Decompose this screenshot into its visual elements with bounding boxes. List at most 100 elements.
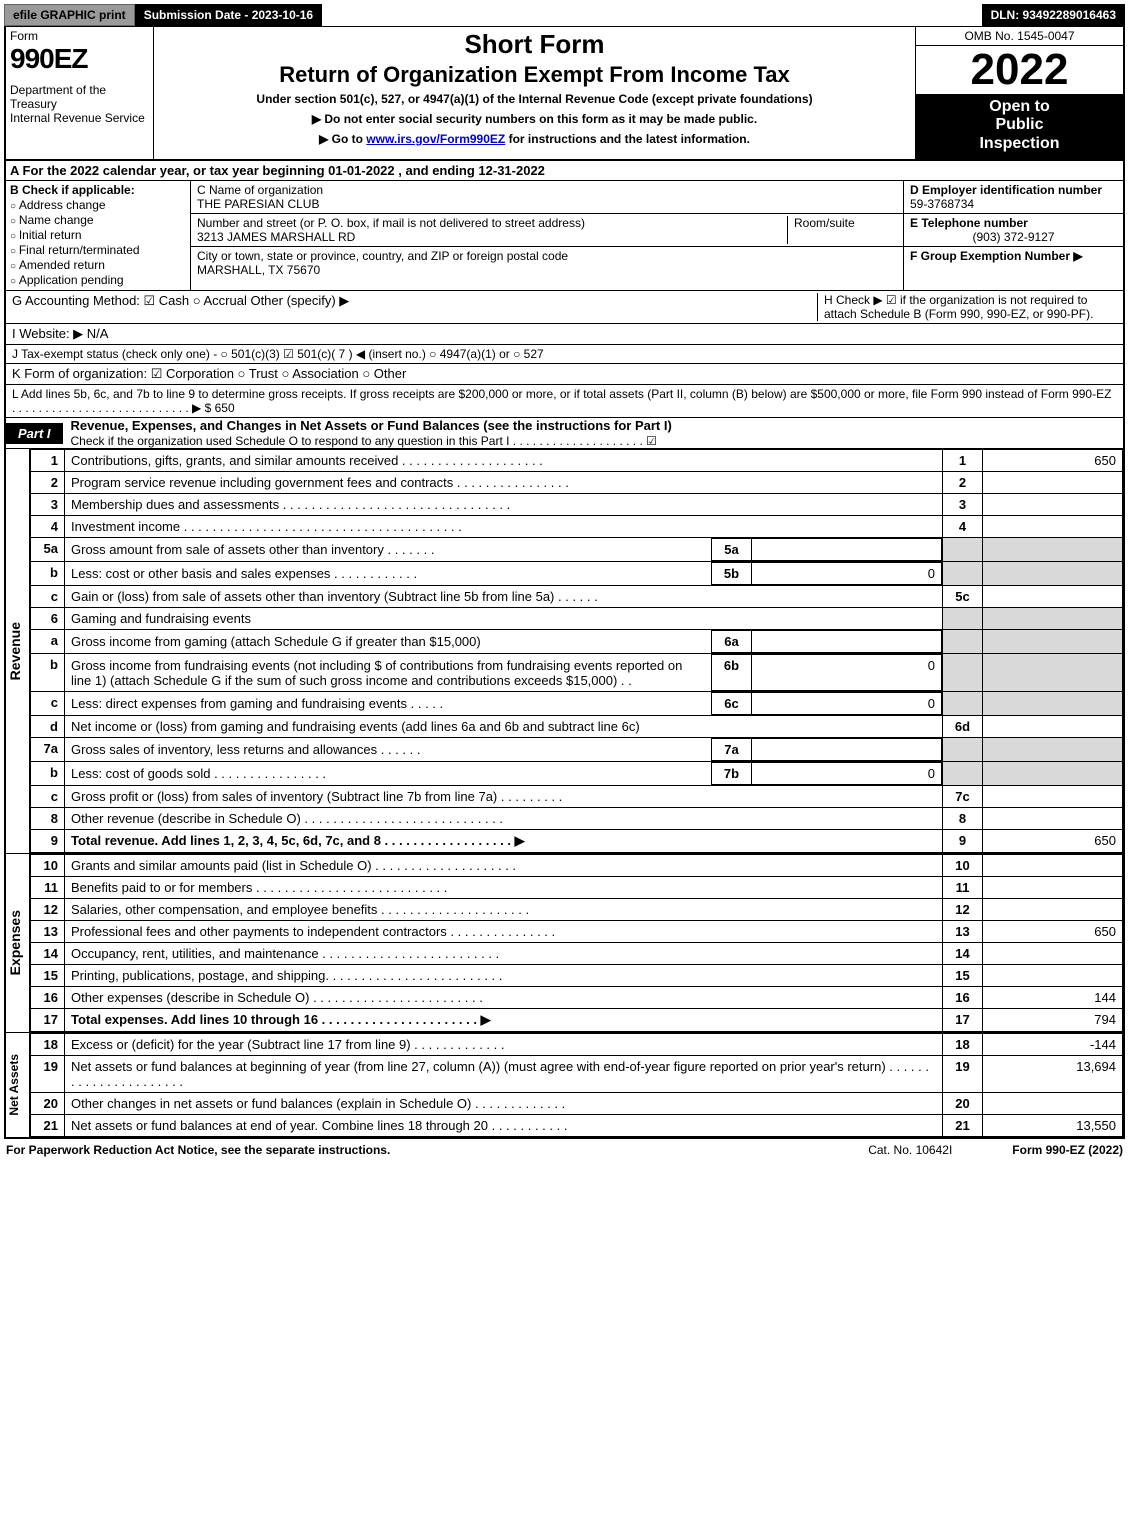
col-def: D Employer identification number 59-3768… bbox=[903, 181, 1123, 290]
line-gh: G Accounting Method: ☑ Cash ○ Accrual Ot… bbox=[6, 291, 1123, 324]
table-row: 6Gaming and fundraising events bbox=[31, 608, 1123, 630]
footer-left: For Paperwork Reduction Act Notice, see … bbox=[6, 1143, 868, 1157]
table-row: bLess: cost of goods sold . . . . . . . … bbox=[31, 762, 1123, 786]
table-row: 20Other changes in net assets or fund ba… bbox=[31, 1093, 1123, 1115]
table-row: 21Net assets or fund balances at end of … bbox=[31, 1115, 1123, 1137]
part-i-note: Check if the organization used Schedule … bbox=[71, 434, 657, 448]
tax-year: 2022 bbox=[916, 46, 1123, 94]
submission-date-badge: Submission Date - 2023-10-16 bbox=[135, 4, 322, 26]
chk-final-return[interactable]: Final return/terminated bbox=[10, 243, 186, 257]
dln-badge: DLN: 93492289016463 bbox=[982, 4, 1125, 26]
netassets-section: Net Assets 18Excess or (deficit) for the… bbox=[6, 1033, 1123, 1137]
e-value: (903) 372-9127 bbox=[910, 230, 1117, 244]
e-label: E Telephone number bbox=[910, 216, 1028, 230]
efile-print-button[interactable]: efile GRAPHIC print bbox=[4, 4, 135, 26]
header-center: Short Form Return of Organization Exempt… bbox=[154, 27, 915, 159]
c-name-row: C Name of organization THE PARESIAN CLUB bbox=[191, 181, 903, 214]
netassets-table: 18Excess or (deficit) for the year (Subt… bbox=[30, 1033, 1123, 1137]
c-street: 3213 JAMES MARSHALL RD bbox=[197, 230, 787, 244]
row-num: 1 bbox=[31, 450, 65, 472]
chk-name-change[interactable]: Name change bbox=[10, 213, 186, 227]
header-right: OMB No. 1545-0047 2022 Open to Public In… bbox=[915, 27, 1123, 159]
table-row: 8Other revenue (describe in Schedule O) … bbox=[31, 808, 1123, 830]
line-h: H Check ▶ ☑ if the organization is not r… bbox=[817, 293, 1117, 321]
c-street-row: Number and street (or P. O. box, if mail… bbox=[191, 214, 903, 247]
chk-address-change[interactable]: Address change bbox=[10, 198, 186, 212]
table-row: cGain or (loss) from sale of assets othe… bbox=[31, 586, 1123, 608]
table-row: 13Professional fees and other payments t… bbox=[31, 921, 1123, 943]
c-city-row: City or town, state or province, country… bbox=[191, 247, 903, 279]
form-label: Form bbox=[10, 29, 149, 43]
table-row: 17Total expenses. Add lines 10 through 1… bbox=[31, 1009, 1123, 1032]
c-city: MARSHALL, TX 75670 bbox=[197, 263, 568, 277]
form-number: 990EZ bbox=[10, 43, 149, 75]
subtitle: Under section 501(c), 527, or 4947(a)(1)… bbox=[160, 92, 909, 106]
c-name: THE PARESIAN CLUB bbox=[197, 197, 323, 211]
spacer bbox=[322, 4, 981, 26]
table-row: 12Salaries, other compensation, and empl… bbox=[31, 899, 1123, 921]
table-row: 18Excess or (deficit) for the year (Subt… bbox=[31, 1034, 1123, 1056]
table-row: bGross income from fundraising events (n… bbox=[31, 654, 1123, 692]
line-i: I Website: ▶ N/A bbox=[6, 324, 1123, 345]
table-row: 4Investment income . . . . . . . . . . .… bbox=[31, 516, 1123, 538]
dept-treasury: Department of the Treasury Internal Reve… bbox=[10, 83, 149, 125]
part-i-tag: Part I bbox=[6, 423, 63, 444]
table-row: 3Membership dues and assessments . . . .… bbox=[31, 494, 1123, 516]
table-row: bLess: cost or other basis and sales exp… bbox=[31, 562, 1123, 586]
line-k: K Form of organization: ☑ Corporation ○ … bbox=[6, 364, 1123, 385]
page-footer: For Paperwork Reduction Act Notice, see … bbox=[4, 1139, 1125, 1157]
line-l: L Add lines 5b, 6c, and 7b to line 9 to … bbox=[6, 385, 1123, 418]
top-bar: efile GRAPHIC print Submission Date - 20… bbox=[4, 4, 1125, 26]
footer-right: Form 990-EZ (2022) bbox=[1012, 1143, 1123, 1157]
line-j: J Tax-exempt status (check only one) - ○… bbox=[6, 345, 1123, 364]
row-desc: Contributions, gifts, grants, and simila… bbox=[65, 450, 943, 472]
c-city-label: City or town, state or province, country… bbox=[197, 249, 568, 263]
f-group: F Group Exemption Number ▶ bbox=[904, 247, 1123, 265]
footer-center: Cat. No. 10642I bbox=[868, 1143, 952, 1157]
netassets-vlabel: Net Assets bbox=[7, 1054, 29, 1116]
e-phone: E Telephone number (903) 372-9127 bbox=[904, 214, 1123, 247]
open-to-public: Open to Public Inspection bbox=[916, 94, 1123, 159]
revenue-table: 1Contributions, gifts, grants, and simil… bbox=[30, 449, 1123, 853]
table-row: 5aGross amount from sale of assets other… bbox=[31, 538, 1123, 562]
table-row: 9Total revenue. Add lines 1, 2, 3, 4, 5c… bbox=[31, 830, 1123, 853]
c-street-label: Number and street (or P. O. box, if mail… bbox=[197, 216, 787, 230]
d-value: 59-3768734 bbox=[910, 197, 974, 211]
title-return: Return of Organization Exempt From Incom… bbox=[160, 62, 909, 88]
expenses-table: 10Grants and similar amounts paid (list … bbox=[30, 854, 1123, 1032]
f-label: F Group Exemption Number ▶ bbox=[910, 249, 1083, 263]
table-row: 10Grants and similar amounts paid (list … bbox=[31, 855, 1123, 877]
open-line3: Inspection bbox=[918, 135, 1121, 153]
revenue-vlabel-col: Revenue bbox=[6, 449, 30, 853]
d-label: D Employer identification number bbox=[910, 183, 1102, 197]
part-i-header: Part I Revenue, Expenses, and Changes in… bbox=[6, 418, 1123, 449]
line-a: A For the 2022 calendar year, or tax yea… bbox=[6, 161, 1123, 181]
d-ein: D Employer identification number 59-3768… bbox=[904, 181, 1123, 214]
table-row: 2Program service revenue including gover… bbox=[31, 472, 1123, 494]
expenses-section: Expenses 10Grants and similar amounts pa… bbox=[6, 854, 1123, 1033]
chk-amended-return[interactable]: Amended return bbox=[10, 258, 186, 272]
col-c: C Name of organization THE PARESIAN CLUB… bbox=[191, 181, 903, 290]
irs-link[interactable]: www.irs.gov/Form990EZ bbox=[366, 132, 505, 146]
table-row: dNet income or (loss) from gaming and fu… bbox=[31, 716, 1123, 738]
form-header: Form 990EZ Department of the Treasury In… bbox=[6, 27, 1123, 161]
chk-initial-return[interactable]: Initial return bbox=[10, 228, 186, 242]
table-row: cGross profit or (loss) from sales of in… bbox=[31, 786, 1123, 808]
table-row: cLess: direct expenses from gaming and f… bbox=[31, 692, 1123, 716]
chk-application-pending[interactable]: Application pending bbox=[10, 273, 186, 287]
part-i-title: Revenue, Expenses, and Changes in Net As… bbox=[71, 418, 672, 433]
table-row: 16Other expenses (describe in Schedule O… bbox=[31, 987, 1123, 1009]
b-label: B Check if applicable: bbox=[10, 183, 135, 197]
table-row: 1Contributions, gifts, grants, and simil… bbox=[31, 450, 1123, 472]
open-line1: Open to bbox=[918, 98, 1121, 116]
row-ref: 1 bbox=[943, 450, 983, 472]
row-amt: 650 bbox=[983, 450, 1123, 472]
revenue-section: Revenue 1Contributions, gifts, grants, a… bbox=[6, 449, 1123, 854]
table-row: 11Benefits paid to or for members . . . … bbox=[31, 877, 1123, 899]
c-name-label: C Name of organization bbox=[197, 183, 323, 197]
warn-ssn: ▶ Do not enter social security numbers o… bbox=[160, 112, 909, 126]
table-row: aGross income from gaming (attach Schedu… bbox=[31, 630, 1123, 654]
table-row: 7aGross sales of inventory, less returns… bbox=[31, 738, 1123, 762]
table-row: 15Printing, publications, postage, and s… bbox=[31, 965, 1123, 987]
table-row: 14Occupancy, rent, utilities, and mainte… bbox=[31, 943, 1123, 965]
